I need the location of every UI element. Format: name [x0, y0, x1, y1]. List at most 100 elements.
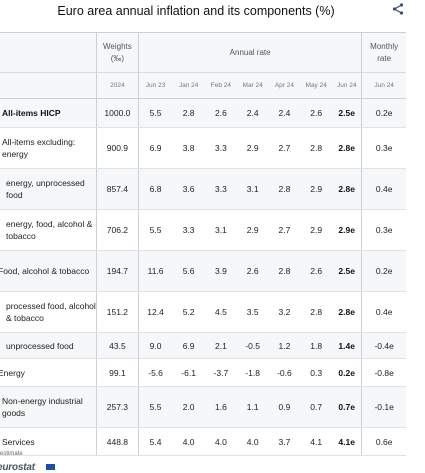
table-row: All-items excluding: energy 900.9 6.9 3.8 3.… — [0, 127, 406, 169]
estimate-note: estimate — [0, 451, 23, 457]
table-cell: 6.9 — [138, 127, 173, 169]
table-cell: 6.9 — [172, 332, 206, 359]
table-cell: -3.7 — [205, 358, 237, 387]
table-cell: -5.6 — [138, 358, 173, 387]
table-cell: 0.2e — [361, 250, 406, 292]
table-cell: 4.0 — [205, 427, 237, 456]
table-row: processed food, alcohol & tobacco 151.2 12… — [0, 291, 406, 333]
table-cell: 448.8 — [96, 427, 139, 456]
table-cell: 151.2 — [96, 291, 139, 333]
table-cell: 4.1 — [300, 427, 333, 456]
monthly-rate-header: Monthly rate — [361, 32, 406, 73]
table-cell: 3.5 — [236, 291, 269, 333]
table-cell: -0.8e — [361, 358, 406, 387]
period-header: Jun 24 — [332, 72, 363, 99]
eu-flag-icon — [46, 464, 55, 470]
weights-header: Weights (‰) — [96, 32, 139, 73]
table-cell: 2.9e — [332, 209, 363, 251]
table-cell: 3.6 — [172, 168, 206, 210]
table-cell: 3.1 — [236, 168, 269, 210]
table-cell: 0.2e — [361, 98, 406, 128]
table-cell: 2.6 — [300, 98, 333, 128]
share-icon[interactable] — [391, 2, 405, 16]
period-header: 2024 — [96, 72, 139, 99]
table-cell: 4.5 — [205, 291, 237, 333]
header-row-2: 2024 Jun 23 Jan 24 Feb 24 Mar 24 Apr 24 May 24… — [0, 72, 406, 99]
table-cell: 9.0 — [138, 332, 173, 359]
table-cell: 43.5 — [96, 332, 139, 359]
table-cell: 1.2 — [268, 332, 301, 359]
table-cell: 1000.0 — [96, 98, 139, 128]
corner-cell — [0, 72, 97, 99]
table-cell: 0.3e — [361, 127, 406, 169]
period-header: Jan 24 — [172, 72, 206, 99]
table-cell: 0.3e — [361, 209, 406, 251]
table-cell: 194.7 — [96, 250, 139, 292]
table-cell: 3.9 — [205, 250, 237, 292]
table-cell: 5.4 — [138, 427, 173, 456]
table-cell: 1.4e — [332, 332, 363, 359]
table-cell: 0.9 — [268, 386, 301, 428]
table-cell: 2.8 — [300, 127, 333, 169]
table-cell: 3.3 — [205, 168, 237, 210]
table-cell: 0.4e — [361, 291, 406, 333]
table-cell: 0.2e — [332, 358, 363, 387]
table-cell: 0.7e — [332, 386, 363, 428]
table-cell: 0.4e — [361, 168, 406, 210]
table-cell: 3.1 — [205, 209, 237, 251]
table-cell: 2.8e — [332, 168, 363, 210]
table-cell: -0.5 — [236, 332, 269, 359]
table-cell: 2.8 — [268, 250, 301, 292]
row-label: energy, food, alcohol & tobacco — [0, 209, 97, 251]
row-label: processed food, alcohol & tobacco — [0, 291, 97, 333]
table-cell: 2.7 — [268, 209, 301, 251]
page-title: Euro area annual inflation and its compo… — [57, 4, 335, 18]
table-cell: 2.7 — [268, 127, 301, 169]
table-cell: -0.4e — [361, 332, 406, 359]
period-header: Jun 24 — [361, 72, 406, 99]
table-cell: 2.0 — [172, 386, 206, 428]
table-cell: 2.8e — [332, 291, 363, 333]
period-header: Jun 23 — [138, 72, 173, 99]
table-row: Services 448.8 5.4 4.0 4.0 4.0 3.7 4.1 4.1e 0.6e — [0, 427, 406, 456]
table-row: energy, food, alcohol & tobacco 706.2 5.5 3… — [0, 209, 406, 251]
annual-rate-header: Annual rate — [138, 32, 363, 73]
table-cell: 3.2 — [268, 291, 301, 333]
table-row: unprocessed food 43.5 9.0 6.9 2.1 -0.5 1.2 1.8 1… — [0, 332, 406, 359]
table-cell: 1.1 — [236, 386, 269, 428]
header-row-1: Weights (‰) Annual rate Monthly rate — [0, 32, 406, 73]
table-cell: 3.8 — [172, 127, 206, 169]
table-cell: 11.6 — [138, 250, 173, 292]
inflation-table: Weights (‰) Annual rate Monthly rate 202… — [0, 32, 406, 456]
table-cell: 2.8 — [300, 291, 333, 333]
table-cell: 99.1 — [96, 358, 139, 387]
table-cell: 2.8 — [268, 168, 301, 210]
eurostat-logo: eurostat — [0, 462, 35, 473]
table-cell: 2.9 — [236, 209, 269, 251]
table-cell: 0.7 — [300, 386, 333, 428]
table-cell: 706.2 — [96, 209, 139, 251]
period-header: May 24 — [300, 72, 333, 99]
table-cell: 2.9 — [300, 168, 333, 210]
row-label: Non-energy industrial goods — [0, 386, 97, 428]
row-label: Food, alcohol & tobacco — [0, 250, 97, 292]
table-cell: 2.6 — [205, 98, 237, 128]
table-cell: 257.3 — [96, 386, 139, 428]
table-cell: 2.1 — [205, 332, 237, 359]
corner-cell — [0, 32, 97, 73]
table-cell: 1.6 — [205, 386, 237, 428]
table-cell: 5.5 — [138, 209, 173, 251]
table-cell: -1.8 — [236, 358, 269, 387]
table-cell: 2.9 — [300, 209, 333, 251]
row-label: unprocessed food — [0, 332, 97, 359]
table-cell: 6.8 — [138, 168, 173, 210]
period-header: Mar 24 — [236, 72, 269, 99]
table-cell: 2.8 — [172, 98, 206, 128]
table-cell: 3.3 — [172, 209, 206, 251]
table-cell: 2.4 — [268, 98, 301, 128]
row-label: All-items excluding: energy — [0, 127, 97, 169]
row-label: Services — [0, 427, 97, 456]
table-cell: 0.6e — [361, 427, 406, 456]
table-cell: 5.6 — [172, 250, 206, 292]
row-label: energy, unprocessed food — [0, 168, 97, 210]
